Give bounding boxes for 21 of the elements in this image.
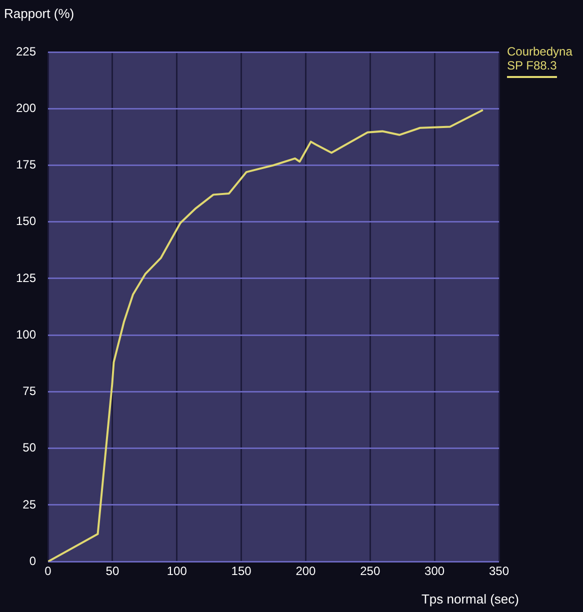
y-tick-label: 0 <box>29 554 36 568</box>
x-tick-label: 150 <box>231 564 252 578</box>
y-tick-label: 100 <box>16 327 36 342</box>
x-tick-label: 50 <box>106 564 120 578</box>
x-tick-label: 300 <box>424 564 445 578</box>
y-tick-label: 75 <box>22 384 36 398</box>
x-tick-label: 0 <box>44 564 52 578</box>
x-tick-label: 100 <box>166 564 188 578</box>
y-tick-label: 25 <box>22 497 36 512</box>
x-axis-title: Tps normal (sec) <box>421 592 519 607</box>
x-tick-label: 350 <box>488 564 510 578</box>
y-tick-label: 150 <box>16 214 36 228</box>
y-tick-label: 200 <box>16 100 36 115</box>
y-tick-label: 125 <box>16 270 36 285</box>
y-tick-label: 225 <box>16 44 36 58</box>
y-axis-title: Rapport (%) <box>4 6 74 22</box>
y-tick-label: 50 <box>22 440 36 455</box>
y-tick-label: 175 <box>16 158 36 172</box>
text: Courbedyna SP F88.3 <box>507 44 573 72</box>
x-tick-label: 200 <box>296 564 316 578</box>
x-tick-label: 250 <box>360 564 380 578</box>
